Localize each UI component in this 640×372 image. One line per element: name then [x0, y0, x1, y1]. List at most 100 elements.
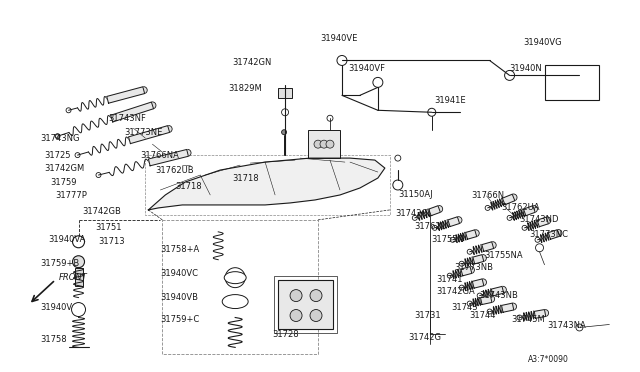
Circle shape [555, 230, 562, 237]
Polygon shape [482, 242, 493, 251]
Text: 31742GB: 31742GB [83, 208, 122, 217]
Circle shape [504, 70, 515, 80]
Circle shape [373, 77, 383, 87]
Text: 31755NA: 31755NA [484, 251, 524, 260]
Circle shape [488, 295, 495, 302]
Text: 31759+C: 31759+C [161, 315, 200, 324]
Polygon shape [481, 296, 492, 305]
Text: 31718: 31718 [232, 173, 259, 183]
Polygon shape [129, 126, 170, 144]
Text: 31725: 31725 [45, 151, 71, 160]
Circle shape [467, 266, 474, 273]
Circle shape [531, 206, 538, 212]
Ellipse shape [222, 295, 248, 308]
Text: 31755N: 31755N [432, 235, 465, 244]
Text: 31743NG: 31743NG [40, 134, 80, 143]
Text: 31773NE: 31773NE [124, 128, 163, 137]
Text: 31759+B: 31759+B [40, 259, 80, 268]
Circle shape [326, 140, 334, 148]
Circle shape [510, 194, 517, 201]
Circle shape [499, 286, 506, 293]
Polygon shape [465, 230, 477, 239]
Circle shape [489, 242, 496, 248]
Text: 31940VC: 31940VC [161, 269, 198, 278]
Polygon shape [548, 230, 559, 239]
Circle shape [522, 225, 527, 230]
Circle shape [479, 254, 486, 262]
Circle shape [310, 290, 322, 302]
Circle shape [487, 309, 492, 314]
Polygon shape [448, 217, 460, 227]
Circle shape [507, 215, 512, 220]
Text: 31742GL: 31742GL [395, 209, 433, 218]
Circle shape [428, 108, 436, 116]
Bar [278, 89, 292, 98]
Circle shape [536, 244, 543, 252]
Circle shape [320, 140, 328, 148]
Circle shape [310, 310, 322, 321]
Circle shape [509, 303, 516, 310]
Polygon shape [148, 158, 385, 210]
Circle shape [467, 301, 472, 306]
Text: 31728: 31728 [272, 330, 299, 339]
Circle shape [459, 285, 464, 290]
Text: 31718: 31718 [175, 182, 202, 190]
Polygon shape [472, 279, 484, 288]
Text: 31759: 31759 [51, 177, 77, 186]
Circle shape [56, 134, 60, 138]
Circle shape [412, 215, 417, 220]
Polygon shape [492, 286, 504, 296]
Text: 31743ND: 31743ND [520, 215, 559, 224]
Circle shape [75, 153, 80, 158]
Text: 31758+A: 31758+A [161, 245, 200, 254]
Circle shape [393, 180, 403, 190]
Circle shape [459, 261, 464, 266]
Bar [545, 65, 600, 100]
Circle shape [436, 206, 443, 212]
Polygon shape [502, 194, 515, 205]
Circle shape [337, 55, 347, 65]
Text: 31773NB: 31773NB [454, 263, 493, 272]
Circle shape [479, 279, 486, 286]
Circle shape [72, 256, 84, 268]
Text: 31745M: 31745M [511, 315, 545, 324]
Polygon shape [524, 206, 535, 216]
Circle shape [472, 230, 479, 237]
Polygon shape [502, 303, 514, 312]
Text: 31829M: 31829M [228, 84, 262, 93]
Text: 31773NC: 31773NC [529, 230, 568, 239]
Circle shape [55, 134, 60, 139]
Text: 31940VG: 31940VG [524, 38, 562, 47]
Circle shape [576, 324, 583, 331]
Text: 31940VF: 31940VF [348, 64, 385, 73]
Polygon shape [429, 206, 440, 216]
Circle shape [72, 302, 86, 317]
Polygon shape [534, 310, 546, 318]
Text: 31742GN: 31742GN [232, 58, 271, 67]
Text: 31758: 31758 [40, 335, 67, 344]
Circle shape [541, 310, 548, 317]
Circle shape [282, 109, 289, 116]
Text: 31742G: 31742G [408, 333, 441, 342]
Circle shape [72, 236, 84, 248]
Circle shape [290, 310, 302, 321]
Polygon shape [111, 102, 154, 122]
Polygon shape [473, 255, 484, 264]
Text: 31766N: 31766N [472, 192, 505, 201]
Text: 31731: 31731 [415, 311, 442, 320]
Polygon shape [148, 150, 188, 166]
Bar [278, 280, 333, 330]
Text: 31743NB: 31743NB [479, 291, 518, 300]
Circle shape [66, 108, 71, 113]
Circle shape [544, 217, 551, 224]
Circle shape [455, 217, 462, 224]
Bar [274, 276, 337, 333]
Text: 31940N: 31940N [509, 64, 542, 73]
Text: 31762U: 31762U [415, 222, 447, 231]
Text: 31743NF: 31743NF [108, 114, 147, 123]
Bar [74, 268, 83, 286]
Polygon shape [537, 217, 548, 227]
Text: 31742GM: 31742GM [45, 164, 85, 173]
Text: 31941E: 31941E [435, 96, 467, 105]
Circle shape [485, 205, 490, 211]
